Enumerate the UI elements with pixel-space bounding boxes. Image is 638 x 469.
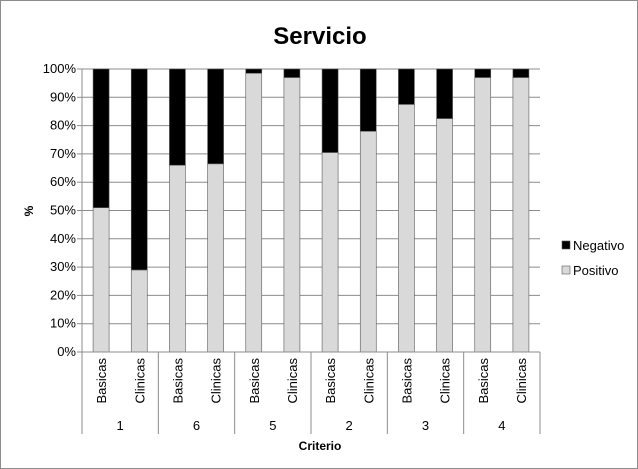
bar-negativo bbox=[359, 68, 377, 132]
bar-negativo bbox=[512, 68, 530, 78]
bar-positivo bbox=[169, 164, 186, 353]
bar-negativo bbox=[436, 68, 453, 119]
y-tick-label: 10% bbox=[50, 316, 76, 331]
x-category-label: Basicas bbox=[170, 358, 185, 404]
bar-positivo bbox=[359, 130, 377, 353]
gridlines bbox=[82, 68, 540, 325]
x-category-label: Clinicas bbox=[209, 358, 224, 404]
bar-positivo bbox=[245, 72, 263, 353]
legend-label-negativo: Negativo bbox=[573, 238, 624, 253]
bar-positivo bbox=[321, 152, 339, 353]
bar-negativo bbox=[92, 68, 110, 208]
x-axis-title: Criterio bbox=[299, 439, 342, 453]
bar-negativo bbox=[283, 68, 301, 78]
x-category-label: Basicas bbox=[323, 358, 338, 404]
x-group-label: 4 bbox=[498, 418, 505, 433]
y-tick-label: 60% bbox=[50, 174, 76, 189]
x-group-label: 3 bbox=[422, 418, 429, 433]
bar-negativo bbox=[169, 68, 186, 166]
y-tick-label: 70% bbox=[50, 146, 76, 161]
bar-negativo bbox=[474, 68, 492, 78]
x-group-label: 1 bbox=[117, 418, 124, 433]
bars bbox=[92, 68, 530, 353]
y-tick-label: 80% bbox=[50, 118, 76, 133]
x-group-label: 2 bbox=[346, 418, 353, 433]
bar-negativo bbox=[245, 68, 263, 74]
y-tick-label: 20% bbox=[50, 287, 76, 302]
bar-positivo bbox=[92, 207, 110, 353]
x-category-label: Clinicas bbox=[361, 358, 376, 404]
y-tick-label: 90% bbox=[50, 89, 76, 104]
chart-title: Servicio bbox=[273, 23, 366, 50]
bar-positivo bbox=[436, 118, 453, 353]
y-tick-label: 40% bbox=[50, 231, 76, 246]
x-category-label: Clinicas bbox=[285, 358, 300, 404]
y-tick-label: 50% bbox=[50, 203, 76, 218]
x-axis-groups: 1 6 5 2 3 4 bbox=[81, 352, 541, 434]
x-category-label: Clinicas bbox=[132, 358, 147, 404]
y-axis-ticks: 0% 10% 20% 30% 40% 50% 60% 70% 80% 90% 100% bbox=[43, 61, 82, 359]
x-category-label: Basicas bbox=[399, 358, 414, 404]
bar-negativo bbox=[321, 68, 339, 153]
x-category-label: Basicas bbox=[476, 358, 491, 404]
legend: Negativo Positivo bbox=[561, 238, 624, 278]
y-tick-label: 0% bbox=[57, 344, 76, 359]
x-axis-categories: Basicas Clinicas Basicas Clinicas Basicas Cli… bbox=[94, 358, 529, 404]
y-tick-label: 100% bbox=[43, 61, 77, 76]
x-group-label: 6 bbox=[193, 418, 200, 433]
legend-label-positivo: Positivo bbox=[573, 263, 619, 278]
bar-positivo bbox=[130, 269, 148, 353]
legend-swatch-negativo bbox=[561, 240, 571, 250]
bar-positivo bbox=[474, 77, 492, 353]
y-axis-title: % bbox=[22, 205, 36, 216]
bar-positivo bbox=[207, 163, 224, 353]
x-group-label: 5 bbox=[269, 418, 276, 433]
x-category-label: Clinicas bbox=[438, 358, 453, 404]
bar-negativo bbox=[207, 68, 224, 165]
bar-positivo bbox=[283, 77, 301, 353]
x-category-label: Basicas bbox=[94, 358, 109, 404]
y-tick-label: 30% bbox=[50, 259, 76, 274]
bar-positivo bbox=[512, 77, 530, 353]
bar-positivo bbox=[398, 104, 415, 353]
x-category-label: Basicas bbox=[247, 358, 262, 404]
bar-negativo bbox=[130, 68, 148, 271]
bar-negativo bbox=[398, 68, 415, 105]
x-category-label: Clinicas bbox=[514, 358, 529, 404]
legend-swatch-positivo bbox=[561, 265, 571, 275]
